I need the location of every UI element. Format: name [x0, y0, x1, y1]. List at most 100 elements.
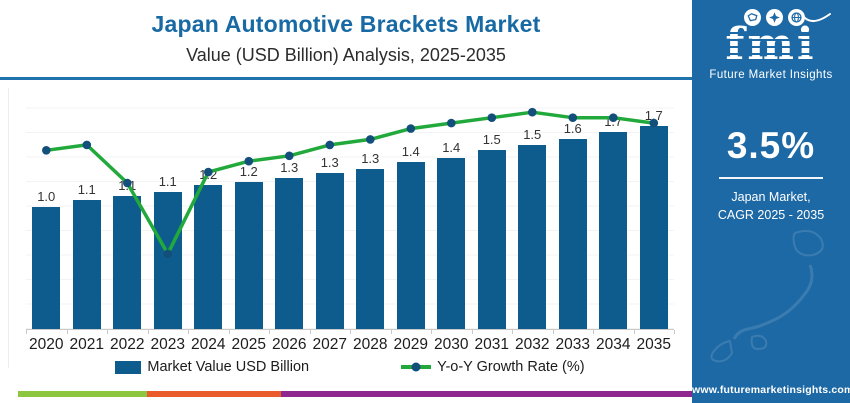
globe-icon [787, 9, 805, 26]
header-divider [0, 77, 692, 80]
page-title: Japan Automotive Brackets Market [151, 11, 541, 37]
fmi-logo: fmi Future Market Insights [692, 0, 850, 81]
x-axis-tick [228, 330, 230, 334]
growth-point-2026[interactable] [285, 151, 294, 161]
bar-value-label-2030: 1.4 [442, 139, 461, 155]
bar-2034[interactable] [599, 131, 628, 329]
x-axis-tick [471, 330, 473, 334]
sidebar: fmi Future Market Insights 3.5% Japan Ma… [692, 0, 850, 403]
cagr-caption-line1: Japan Market, [731, 190, 811, 205]
legend: Market Value USD Billion Y-o-Y Growth Ra… [26, 359, 674, 375]
x-axis-labels: 2020 2021 2022 2023 2024 2025 2026 2027 2028 2029… [26, 336, 674, 354]
footer-stripe-0 [18, 391, 147, 397]
bar-value-label-2028: 1.3 [361, 150, 380, 166]
x-axis-tick [512, 330, 513, 334]
bar-swatch [115, 360, 142, 374]
line-swatch [401, 362, 432, 372]
fmi-logo-tagline: Future Market Insights [709, 69, 833, 82]
bar-2028[interactable] [356, 168, 385, 329]
bar-2029[interactable] [396, 162, 425, 329]
bar-2024[interactable] [194, 184, 223, 329]
bar-value-label-2035: 1.7 [644, 107, 663, 123]
legend-item-growth-rate[interactable]: Y-o-Y Growth Rate (%) [401, 359, 585, 375]
x-axis-label-2027: 2027 [312, 336, 347, 353]
x-axis-tick [633, 330, 635, 334]
x-axis-tick [26, 330, 27, 334]
x-axis-label-2035: 2035 [636, 336, 671, 353]
growth-point-2027[interactable] [325, 140, 335, 150]
x-axis-label-2030: 2030 [434, 336, 469, 353]
footer-stripes [18, 391, 692, 397]
growth-point-2035[interactable] [649, 118, 659, 128]
bar-2022[interactable] [113, 195, 142, 329]
x-axis-tick [674, 330, 675, 334]
plot-area: 1.01.11.11.11.21.21.31.31.31.41.41.51.51… [26, 85, 675, 334]
x-axis-tick [66, 330, 68, 334]
bar-2026[interactable] [275, 178, 304, 329]
bar-2023[interactable] [153, 191, 182, 329]
growth-point-2029[interactable] [406, 124, 416, 133]
x-axis-label-2021: 2021 [69, 336, 104, 353]
growth-point-2022[interactable] [123, 178, 132, 188]
bar-value-label-2026: 1.3 [280, 160, 299, 176]
growth-point-2032[interactable] [528, 107, 537, 117]
bar-2027[interactable] [315, 173, 344, 329]
bar-2021[interactable] [72, 200, 101, 329]
growth-point-2030[interactable] [447, 118, 456, 128]
bar-2035[interactable] [639, 125, 668, 329]
growth-point-2021[interactable] [82, 140, 92, 150]
x-axis-tick [107, 330, 108, 334]
x-axis-tick [593, 330, 594, 334]
logo-stripe [719, 32, 823, 34]
map-icon [743, 9, 761, 26]
bar-2020[interactable] [32, 206, 61, 329]
growth-point-2024[interactable] [204, 167, 213, 177]
logo-stripe [719, 39, 823, 41]
japan-map-sketch [710, 230, 824, 363]
x-axis-tick [350, 330, 351, 334]
bar-2025[interactable] [234, 182, 263, 329]
growth-line-series [42, 107, 659, 259]
x-axis-label-2029: 2029 [393, 336, 428, 353]
fmi-logo-icons [698, 9, 850, 26]
bar-2031[interactable] [477, 150, 506, 329]
x-axis-label-2031: 2031 [474, 336, 509, 353]
cagr-caption-line2: CAGR 2025 - 2035 [717, 208, 825, 223]
sidebar-website-link[interactable]: www.futuremarketinsights.com [692, 384, 850, 396]
chart-panel: Japan Automotive Brackets Market Value (… [0, 0, 692, 397]
bar-2032[interactable] [518, 145, 547, 329]
x-axis-label-2028: 2028 [353, 336, 388, 353]
growth-point-2020[interactable] [42, 146, 51, 155]
legend-label: Market Value USD Billion [147, 359, 310, 375]
legend-label: Y-o-Y Growth Rate (%) [437, 359, 585, 375]
x-axis-tick [309, 330, 311, 334]
growth-point-2034[interactable] [609, 113, 618, 122]
bar-value-label-2021: 1.1 [77, 182, 96, 198]
x-axis-tick [431, 330, 432, 334]
bar-value-label-2027: 1.3 [320, 155, 339, 171]
bar-value-label-2020: 1.0 [37, 188, 56, 204]
chart-header: Japan Automotive Brackets Market Value (… [0, 0, 692, 66]
cagr-stat-caption: Japan Market, CAGR 2025 - 2035 [692, 188, 850, 224]
x-axis-label-2022: 2022 [110, 336, 145, 353]
growth-point-2023[interactable] [163, 249, 173, 259]
x-axis-tick [552, 330, 554, 334]
growth-point-2028[interactable] [366, 135, 375, 144]
bar-value-label-2023: 1.1 [158, 173, 177, 189]
x-axis-tick [147, 330, 149, 334]
x-axis-label-2020: 2020 [29, 336, 64, 353]
growth-point-2033[interactable] [568, 113, 578, 122]
legend-item-market-value[interactable]: Market Value USD Billion [115, 359, 309, 375]
growth-point-2031[interactable] [487, 113, 497, 122]
stat-divider [719, 177, 823, 180]
chart-frame-edge [8, 88, 9, 368]
bar-2033[interactable] [558, 139, 587, 329]
x-axis-label-2026: 2026 [272, 336, 307, 353]
growth-point-2025[interactable] [244, 156, 254, 166]
x-axis-label-2024: 2024 [191, 336, 226, 353]
cagr-stat-value: 3.5% [726, 125, 816, 167]
page-subtitle: Value (USD Billion) Analysis, 2025-2035 [186, 45, 506, 65]
bar-value-label-2025: 1.2 [239, 164, 258, 179]
bar-2030[interactable] [437, 157, 466, 329]
logo-stripe [719, 53, 823, 55]
